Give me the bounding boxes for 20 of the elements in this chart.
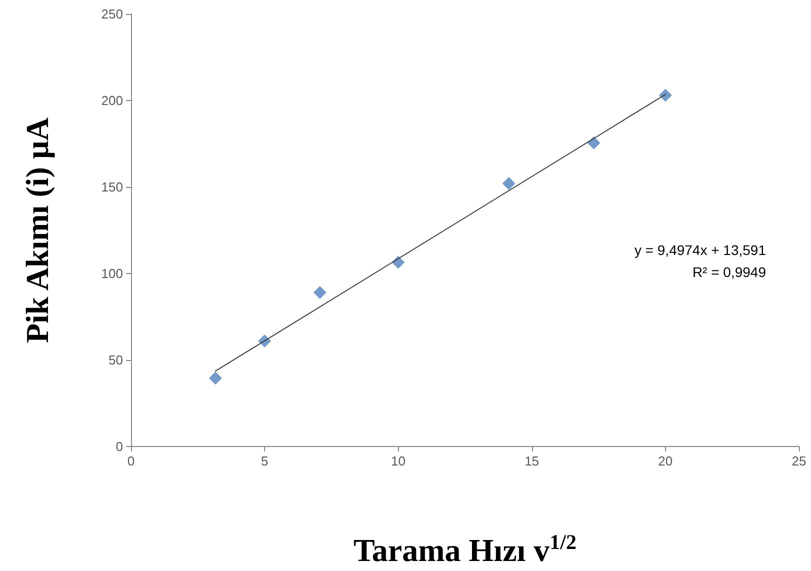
y-tick-label: 200 bbox=[101, 93, 123, 108]
x-tick-label: 0 bbox=[127, 454, 135, 468]
y-tick-label: 0 bbox=[116, 439, 123, 454]
x-tick-label: 5 bbox=[260, 454, 268, 468]
x-tick-label: 20 bbox=[658, 454, 673, 468]
y-tick-label: 150 bbox=[101, 180, 123, 194]
y-axis-title: Pik Akımı (i) µA bbox=[19, 117, 55, 344]
point bbox=[502, 177, 516, 190]
x-tick-label: 25 bbox=[792, 454, 806, 468]
annotation: y = 9,4974x + 13,591 bbox=[634, 242, 766, 258]
point bbox=[208, 372, 222, 385]
point bbox=[658, 88, 672, 102]
x-tick-label: 10 bbox=[390, 454, 406, 468]
x-tick-label: 15 bbox=[524, 454, 540, 468]
y-tick-label: 50 bbox=[108, 352, 123, 368]
point bbox=[587, 136, 600, 150]
y-tick-label: 250 bbox=[101, 6, 123, 22]
annotation: R² = 0,9949 bbox=[692, 264, 766, 280]
y-tick-label: 100 bbox=[101, 266, 123, 281]
point bbox=[313, 286, 326, 300]
